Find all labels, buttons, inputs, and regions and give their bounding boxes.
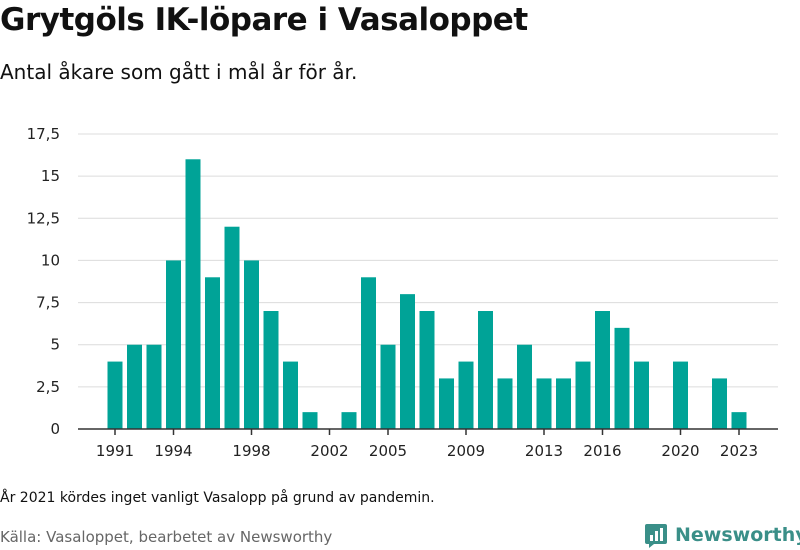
bar-2023 [731,412,747,429]
x-tick-label: 1998 [232,442,270,460]
bar-2013 [536,378,552,429]
y-tick-label: 7,5 [36,294,60,312]
bar-2022 [712,378,727,429]
bar-2004 [361,277,376,429]
x-tick-label: 1991 [96,442,134,460]
bar-1999 [263,311,279,429]
bar-2014 [556,378,571,429]
newsworthy-logo-icon [645,523,667,548]
bar-2001 [302,412,318,429]
bar-1998 [244,260,259,429]
x-tick-label: 1994 [154,442,192,460]
y-tick-label: 17,5 [27,125,60,143]
x-tick-label: 2016 [583,442,621,460]
bar-1993 [146,344,162,429]
bar-2009 [458,361,474,429]
x-tick-label: 2005 [369,442,407,460]
y-tick-label: 12,5 [27,209,60,227]
bar-1994 [166,260,181,429]
chart-title: Grytgöls IK-löpare i Vasaloppet [0,2,528,38]
y-tick-label: 15 [41,167,60,185]
x-axis-labels: 1991 1994 1998 2002 2005 2009 2013 2016 2020 2023 [96,429,758,460]
x-tick-label: 2013 [525,442,563,460]
bar-2005 [380,344,396,429]
x-tick-label: 2020 [661,442,699,460]
footnote: År 2021 kördes inget vanligt Vasalopp på… [0,490,435,506]
bar-2012 [517,344,532,429]
bar-2017 [614,327,630,429]
bar-2006 [400,294,415,429]
y-tick-label: 10 [41,251,60,269]
bar-2016 [595,311,610,429]
bar-chart: 0 2,5 5 7,5 10 12,5 15 17,5 1991 1994 1998 2002 200… [27,125,778,460]
y-tick-label: 2,5 [36,378,60,396]
y-tick-label: 0 [50,420,60,438]
bar-2018 [634,361,649,429]
chart-subtitle: Antal åkare som gått i mål år för år. [0,60,358,84]
bar-2007 [419,311,435,429]
bar-2008 [439,378,454,429]
y-tick-label: 5 [50,336,60,354]
newsworthy-brand[interactable]: Newsworthy [645,520,800,550]
x-tick-label: 2009 [447,442,485,460]
x-tick-label: 2002 [310,442,348,460]
bar-1992 [127,344,142,429]
y-axis-labels: 0 2,5 5 7,5 10 12,5 15 17,5 [27,125,60,438]
bars [107,159,747,429]
source-text: Källa: Vasaloppet, bearbetet av Newswort… [0,528,333,546]
bar-2003 [341,412,357,429]
bar-2015 [575,361,591,429]
bar-2020 [673,361,688,429]
bar-2011 [497,378,513,429]
x-tick-label: 2023 [720,442,758,460]
bar-1997 [224,226,240,429]
bar-1991 [107,361,123,429]
bar-2000 [283,361,298,429]
bar-1995 [185,159,201,429]
bar-2010 [478,311,493,429]
brand-name: Newsworthy [675,524,800,546]
bar-1996 [205,277,220,429]
